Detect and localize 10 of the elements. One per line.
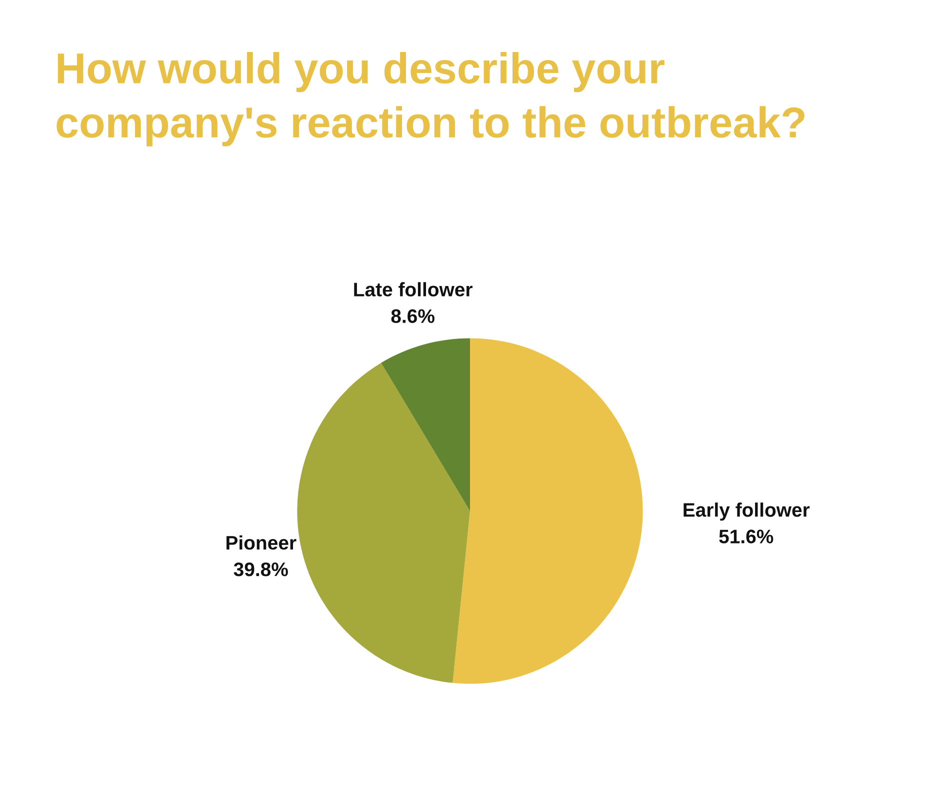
pie-slice (381, 338, 470, 511)
slice-label: Pioneer (226, 535, 296, 550)
slice-label: Late follower (354, 282, 472, 296)
data-label: 51.6% (719, 530, 774, 544)
chart-title: How would you describe your company's reaction to the outbreak? (56, 52, 804, 146)
data-label: 8.6% (391, 309, 434, 324)
slice-label: Early follower (684, 502, 810, 521)
pie-slice (297, 362, 470, 683)
pie-slice (452, 338, 643, 684)
data-label: 39.8% (234, 562, 288, 576)
